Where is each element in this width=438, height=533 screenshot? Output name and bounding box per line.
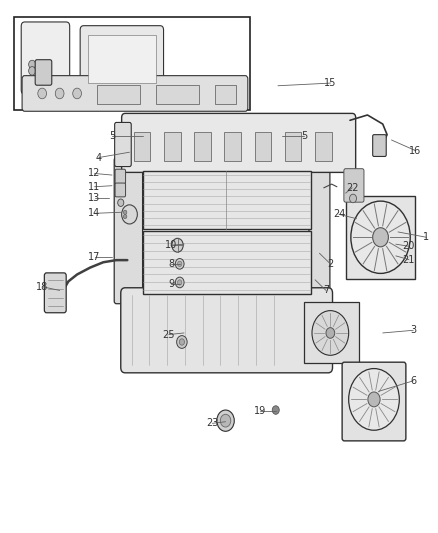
Circle shape [349, 368, 399, 430]
Circle shape [55, 88, 64, 99]
Text: 7: 7 [323, 286, 329, 295]
Circle shape [312, 311, 349, 356]
Circle shape [272, 406, 279, 414]
Text: 23: 23 [206, 418, 219, 429]
Bar [215, 85, 237, 104]
Circle shape [73, 88, 81, 99]
FancyBboxPatch shape [21, 22, 70, 94]
FancyBboxPatch shape [309, 166, 330, 301]
FancyBboxPatch shape [35, 60, 52, 85]
Bar [346, 196, 415, 279]
Circle shape [28, 67, 35, 75]
Circle shape [177, 280, 182, 285]
Text: 19: 19 [254, 406, 267, 416]
Circle shape [179, 339, 184, 345]
Bar [315, 132, 332, 161]
Bar [143, 231, 311, 294]
Bar [155, 85, 199, 104]
FancyBboxPatch shape [22, 76, 248, 111]
Text: 12: 12 [88, 168, 101, 179]
Circle shape [368, 392, 380, 407]
Text: 5: 5 [301, 131, 307, 141]
Text: 22: 22 [346, 183, 358, 193]
Circle shape [217, 410, 234, 431]
Text: 18: 18 [36, 282, 48, 292]
Bar [143, 171, 311, 229]
Text: 10: 10 [165, 240, 177, 250]
Circle shape [175, 277, 184, 288]
Bar [134, 132, 150, 161]
FancyBboxPatch shape [121, 288, 332, 373]
Text: 11: 11 [88, 182, 101, 192]
Bar [224, 132, 241, 161]
Text: 5: 5 [109, 131, 115, 141]
Bar [285, 132, 301, 161]
Circle shape [177, 261, 182, 266]
Text: 1: 1 [424, 232, 429, 243]
FancyBboxPatch shape [122, 114, 356, 172]
Circle shape [28, 60, 35, 69]
Text: 6: 6 [410, 376, 417, 386]
FancyBboxPatch shape [344, 168, 364, 202]
Circle shape [373, 228, 389, 247]
Bar [304, 302, 359, 364]
Circle shape [175, 259, 184, 269]
Text: 24: 24 [333, 209, 345, 220]
Bar [254, 132, 271, 161]
FancyBboxPatch shape [115, 169, 126, 184]
Circle shape [177, 336, 187, 349]
Bar [14, 17, 250, 110]
Circle shape [220, 414, 231, 427]
Text: 17: 17 [88, 252, 101, 262]
Bar [97, 85, 141, 104]
Circle shape [351, 201, 410, 273]
FancyBboxPatch shape [44, 273, 66, 313]
FancyBboxPatch shape [114, 158, 143, 304]
Text: 2: 2 [327, 259, 333, 269]
Text: 4: 4 [96, 152, 102, 163]
Circle shape [172, 238, 183, 252]
Text: 13: 13 [88, 193, 101, 204]
Circle shape [326, 328, 335, 338]
Text: 8: 8 [168, 259, 174, 269]
Circle shape [122, 205, 138, 224]
Circle shape [38, 88, 46, 99]
Circle shape [124, 214, 127, 219]
Text: 16: 16 [410, 146, 422, 156]
Text: 14: 14 [88, 208, 101, 219]
Circle shape [118, 199, 124, 206]
Circle shape [350, 194, 357, 203]
Text: 21: 21 [403, 255, 415, 264]
FancyBboxPatch shape [342, 362, 406, 441]
Text: 15: 15 [324, 78, 336, 88]
Text: 20: 20 [403, 241, 415, 251]
Text: 25: 25 [162, 329, 175, 340]
Bar [164, 132, 180, 161]
Bar [88, 35, 155, 83]
FancyBboxPatch shape [115, 123, 131, 166]
FancyBboxPatch shape [373, 135, 386, 157]
Circle shape [124, 210, 127, 214]
Text: 3: 3 [410, 325, 417, 335]
Text: 9: 9 [168, 279, 174, 288]
Bar [194, 132, 211, 161]
FancyBboxPatch shape [80, 26, 163, 93]
FancyBboxPatch shape [115, 183, 126, 197]
